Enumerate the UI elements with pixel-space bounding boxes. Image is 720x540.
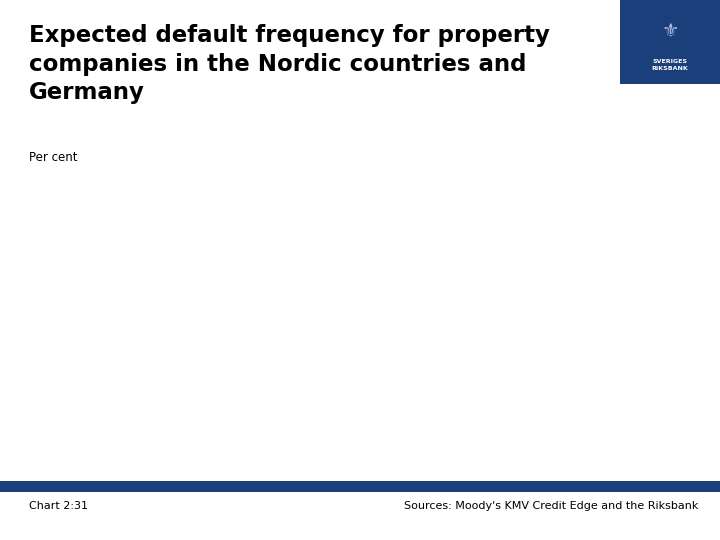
- Text: Chart 2:31: Chart 2:31: [29, 501, 88, 511]
- Text: SVERIGES
RIKSBANK: SVERIGES RIKSBANK: [652, 59, 688, 71]
- Text: ⚜: ⚜: [661, 22, 679, 41]
- Text: Sources: Moody's KMV Credit Edge and the Riksbank: Sources: Moody's KMV Credit Edge and the…: [404, 501, 698, 511]
- Text: Expected default frequency for property
companies in the Nordic countries and
Ge: Expected default frequency for property …: [29, 24, 549, 104]
- Text: Per cent: Per cent: [29, 151, 77, 164]
